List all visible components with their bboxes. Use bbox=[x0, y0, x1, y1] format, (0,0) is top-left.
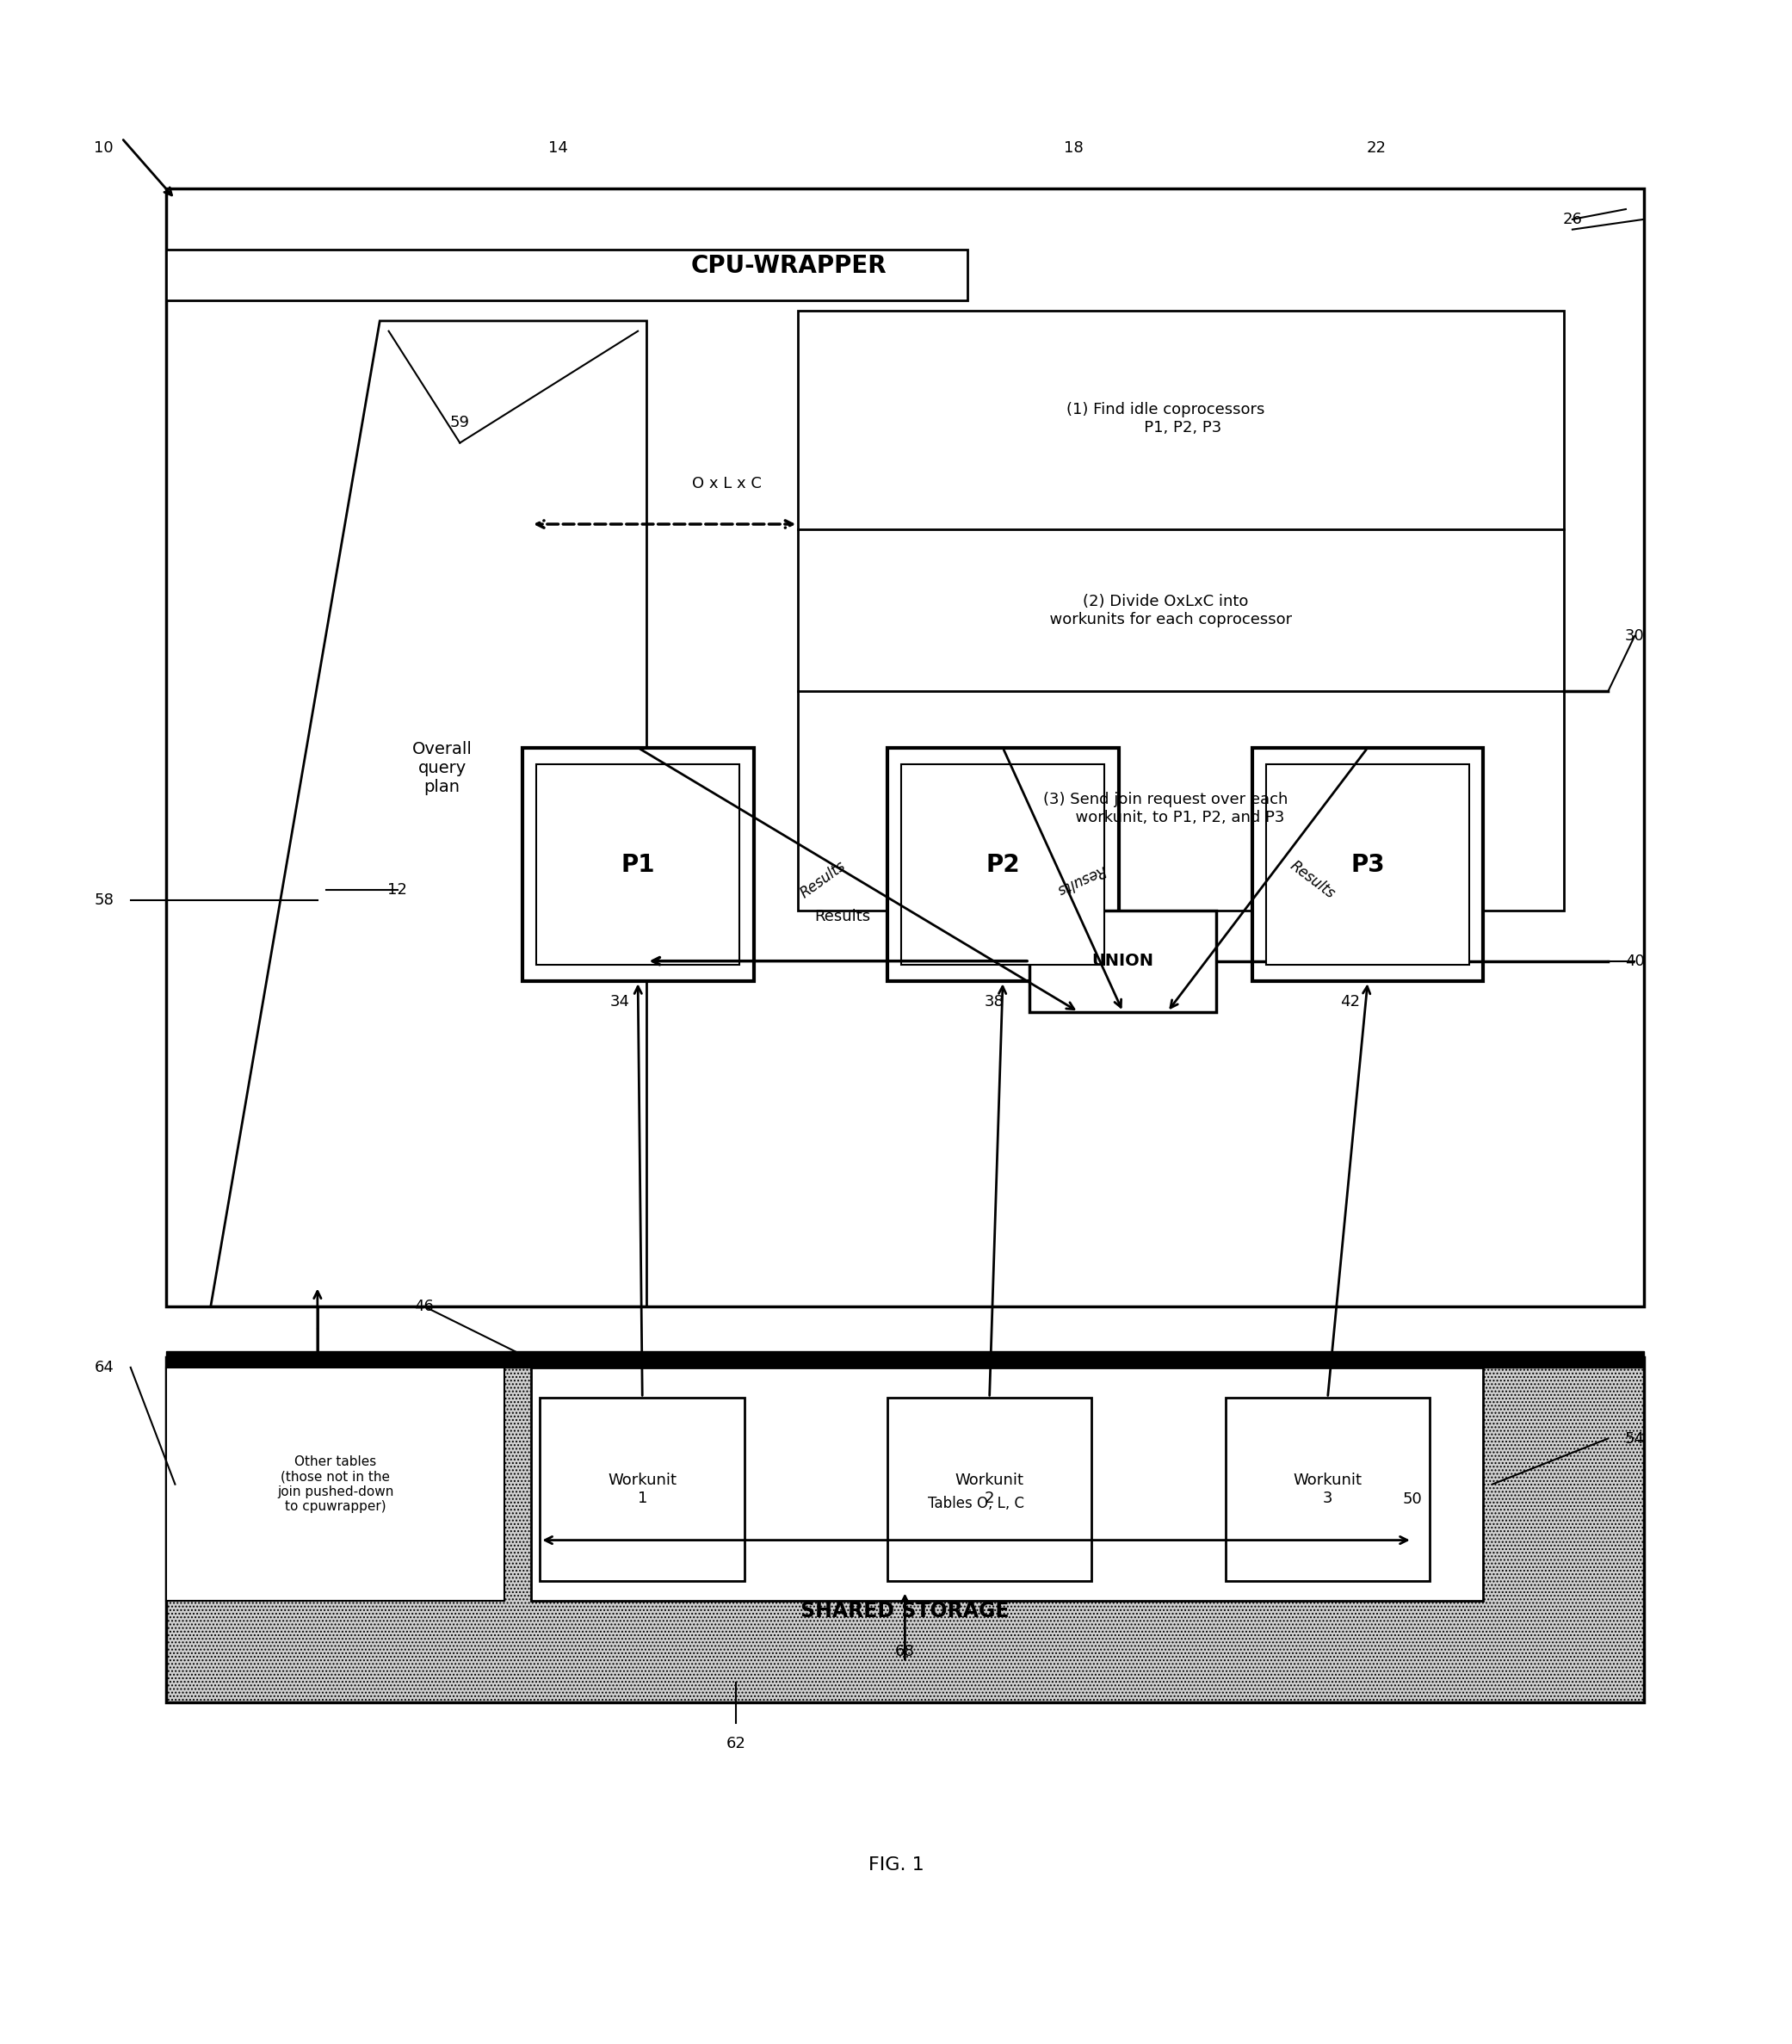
Bar bbox=[1267, 764, 1469, 965]
Bar bbox=[1253, 748, 1484, 981]
Text: 18: 18 bbox=[1064, 141, 1084, 155]
Text: 68: 68 bbox=[896, 1643, 914, 1660]
Text: (3) Send join request over each
      workunit, to P1, P2, and P3: (3) Send join request over each workunit… bbox=[1043, 791, 1288, 826]
Text: Results: Results bbox=[815, 910, 871, 924]
Bar bbox=[536, 764, 740, 965]
Polygon shape bbox=[211, 321, 647, 1306]
Bar bbox=[1226, 1398, 1430, 1580]
Text: (2) Divide OxLxC into
  workunits for each coprocessor: (2) Divide OxLxC into workunits for each… bbox=[1039, 595, 1292, 628]
Bar bbox=[1029, 910, 1217, 1012]
Text: Other tables
(those not in the
join pushed-down
to cpuwrapper): Other tables (those not in the join push… bbox=[278, 1455, 394, 1513]
Bar bbox=[167, 1367, 504, 1600]
Bar bbox=[167, 1357, 1643, 1703]
Bar bbox=[167, 249, 968, 300]
Text: (1) Find idle coprocessors
       P1, P2, P3: (1) Find idle coprocessors P1, P2, P3 bbox=[1066, 403, 1265, 435]
Text: 38: 38 bbox=[984, 993, 1004, 1010]
Text: 12: 12 bbox=[387, 883, 407, 897]
Text: P2: P2 bbox=[986, 852, 1020, 877]
Text: 22: 22 bbox=[1367, 141, 1387, 155]
Text: Workunit
1: Workunit 1 bbox=[607, 1472, 677, 1506]
Text: Workunit
3: Workunit 3 bbox=[1294, 1472, 1362, 1506]
Text: P1: P1 bbox=[620, 852, 654, 877]
Text: 10: 10 bbox=[95, 141, 113, 155]
Bar bbox=[167, 1351, 1643, 1367]
Text: 58: 58 bbox=[93, 893, 113, 908]
Text: SHARED STORAGE: SHARED STORAGE bbox=[801, 1600, 1009, 1621]
Bar bbox=[887, 1398, 1091, 1580]
Text: 46: 46 bbox=[414, 1298, 434, 1314]
Text: FIG. 1: FIG. 1 bbox=[867, 1856, 925, 1874]
Text: 34: 34 bbox=[611, 993, 631, 1010]
Text: 62: 62 bbox=[726, 1735, 745, 1752]
Bar bbox=[539, 1398, 745, 1580]
Bar bbox=[797, 311, 1563, 910]
Text: Results: Results bbox=[1287, 858, 1337, 901]
Text: P3: P3 bbox=[1351, 852, 1385, 877]
Text: 26: 26 bbox=[1563, 213, 1582, 227]
Text: 50: 50 bbox=[1403, 1492, 1423, 1506]
Bar bbox=[521, 748, 754, 981]
Bar bbox=[530, 1367, 1484, 1600]
Text: Results: Results bbox=[1054, 863, 1107, 897]
Text: Overall
query
plan: Overall query plan bbox=[412, 740, 471, 795]
Bar bbox=[887, 748, 1118, 981]
Text: 42: 42 bbox=[1340, 993, 1360, 1010]
Text: 30: 30 bbox=[1625, 628, 1645, 644]
Text: CPU-WRAPPER: CPU-WRAPPER bbox=[692, 253, 887, 278]
Text: UNION: UNION bbox=[1091, 953, 1154, 969]
Text: 59: 59 bbox=[450, 415, 470, 431]
Bar bbox=[167, 188, 1643, 1306]
Text: 14: 14 bbox=[548, 141, 568, 155]
Text: O x L x C: O x L x C bbox=[692, 476, 762, 491]
Text: 40: 40 bbox=[1625, 953, 1645, 969]
Bar bbox=[901, 764, 1104, 965]
Text: 54: 54 bbox=[1625, 1431, 1645, 1447]
Text: 64: 64 bbox=[93, 1359, 113, 1376]
Text: Workunit
2: Workunit 2 bbox=[955, 1472, 1023, 1506]
Text: Results: Results bbox=[797, 858, 848, 901]
Text: Tables O, L, C: Tables O, L, C bbox=[928, 1496, 1025, 1511]
